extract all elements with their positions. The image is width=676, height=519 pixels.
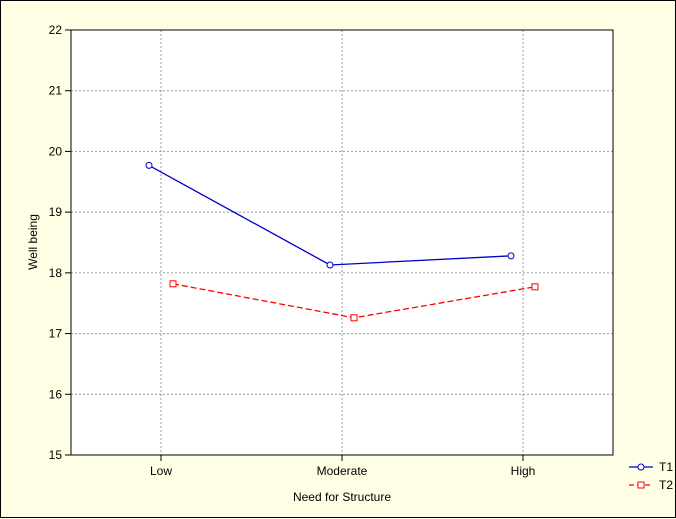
data-point-t2 xyxy=(531,283,539,291)
data-point-t1 xyxy=(507,252,515,260)
y-tick-label: 22 xyxy=(49,23,63,37)
legend-marker-t2 xyxy=(637,481,645,489)
legend-label-t2: T2 xyxy=(659,478,673,492)
y-tick-label: 17 xyxy=(49,327,63,341)
y-tick-label: 19 xyxy=(49,205,63,219)
data-point-t1 xyxy=(145,161,153,169)
x-tick-label: Low xyxy=(150,464,172,478)
legend-label-t1: T1 xyxy=(659,460,673,474)
y-tick-label: 18 xyxy=(49,266,63,280)
y-axis-title: Well being xyxy=(26,214,40,270)
data-point-t1 xyxy=(326,261,334,269)
data-point-t2 xyxy=(350,314,358,322)
x-axis: Low Moderate High xyxy=(150,455,535,478)
y-tick-label: 21 xyxy=(49,84,63,98)
data-point-t2 xyxy=(169,280,177,288)
grid-lines xyxy=(71,30,613,455)
x-tick-label: High xyxy=(511,464,536,478)
legend-marker-t1 xyxy=(637,463,645,471)
series-group xyxy=(145,161,539,322)
y-axis: 15 16 17 18 19 20 21 22 xyxy=(49,23,71,462)
y-tick-label: 15 xyxy=(49,448,63,462)
y-tick-label: 16 xyxy=(49,387,63,401)
x-tick-label: Moderate xyxy=(317,464,368,478)
x-axis-title: Need for Structure xyxy=(293,490,391,504)
y-tick-label: 20 xyxy=(49,144,63,158)
